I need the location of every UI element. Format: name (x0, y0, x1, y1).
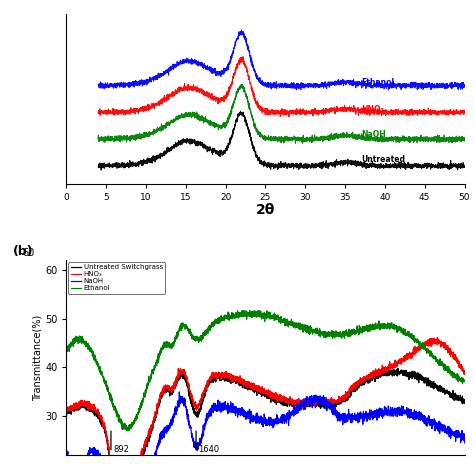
X-axis label: 2θ: 2θ (256, 203, 275, 217)
Ethanol (109, 394, 115, 400)
NaOH (64, 448, 69, 454)
Line: HNO₃: HNO₃ (66, 338, 465, 474)
Ethanol (64, 345, 69, 350)
Y-axis label: Transmittance(%): Transmittance(%) (32, 314, 42, 401)
Ethanol (216, 319, 222, 325)
Ethanol (133, 417, 138, 422)
Ethanol (235, 308, 240, 313)
Text: Untreated: Untreated (361, 155, 405, 164)
Untreated Switchgrass (454, 396, 460, 402)
HNO₃ (462, 368, 467, 374)
Untreated Switchgrass (216, 374, 222, 380)
Ethanol (411, 334, 417, 339)
HNO₃ (454, 358, 460, 364)
Text: (b): (b) (13, 245, 33, 258)
Text: NaOH: NaOH (361, 130, 386, 139)
NaOH (217, 405, 222, 411)
Text: 1640: 1640 (198, 445, 219, 454)
Untreated Switchgrass (462, 399, 467, 405)
Text: 60: 60 (22, 248, 35, 258)
Untreated Switchgrass (411, 372, 417, 377)
Untreated Switchgrass (234, 378, 239, 384)
NaOH (234, 406, 239, 411)
HNO₃ (234, 377, 239, 383)
Legend: Untreated Switchgrass, HNO₃, NaOH, Ethanol: Untreated Switchgrass, HNO₃, NaOH, Ethan… (68, 262, 165, 293)
Line: Untreated Switchgrass: Untreated Switchgrass (66, 368, 465, 474)
Line: NaOH: NaOH (66, 392, 465, 474)
HNO₃ (435, 335, 440, 341)
Untreated Switchgrass (395, 365, 401, 371)
Untreated Switchgrass (64, 408, 69, 413)
Ethanol (454, 374, 460, 380)
Ethanol (234, 311, 239, 317)
Ethanol (125, 428, 131, 434)
HNO₃ (411, 348, 417, 354)
Text: Ethanol: Ethanol (361, 78, 394, 87)
Line: Ethanol: Ethanol (66, 310, 465, 431)
HNO₃ (64, 408, 69, 413)
HNO₃ (216, 370, 222, 376)
Text: 892: 892 (113, 445, 129, 454)
NaOH (462, 440, 467, 446)
HNO₃ (133, 469, 138, 474)
NaOH (176, 389, 182, 395)
NaOH (454, 433, 460, 438)
NaOH (411, 410, 417, 416)
Text: HNO₃: HNO₃ (361, 105, 384, 114)
Ethanol (462, 378, 467, 384)
Untreated Switchgrass (109, 465, 115, 471)
HNO₃ (109, 458, 115, 464)
